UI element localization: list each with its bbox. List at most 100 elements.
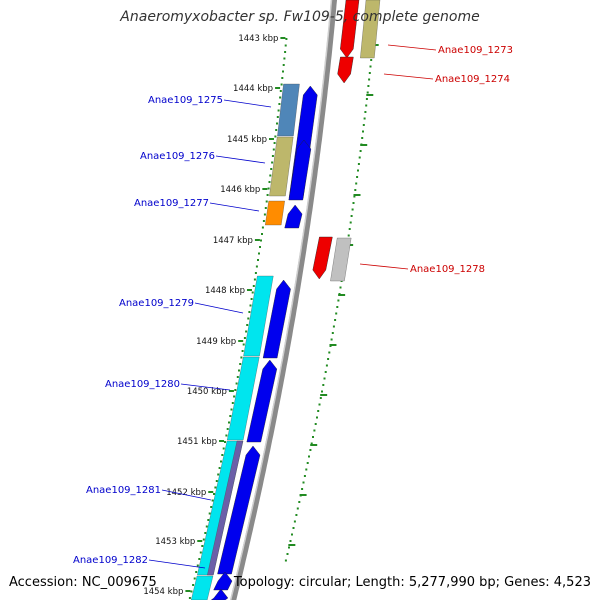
inner-tick-dot bbox=[211, 499, 214, 502]
outer-tick-dot bbox=[334, 319, 337, 321]
inner-tick-dot bbox=[226, 428, 229, 430]
outer-tick-dot bbox=[347, 234, 350, 237]
outer-tick-dot bbox=[368, 72, 371, 74]
kbp-tick-label: 1451 kbp bbox=[177, 437, 217, 447]
inner-tick-dot bbox=[284, 51, 287, 53]
inner-tick-dot bbox=[243, 337, 246, 339]
kbp-tick-label: 1450 kbp bbox=[187, 387, 227, 397]
backbone-line bbox=[230, 0, 338, 600]
inner-tick-dot bbox=[278, 103, 281, 105]
inner-tick-dot bbox=[198, 558, 201, 560]
outer-tick-dot bbox=[295, 514, 298, 516]
outer-tick-dot bbox=[286, 553, 289, 555]
kbp-tick-label: 1444 kbp bbox=[233, 84, 273, 94]
outer-tick-dot bbox=[301, 488, 304, 490]
inner-tick-dot bbox=[246, 324, 249, 326]
outer-tick-dot bbox=[302, 481, 305, 484]
kbp-tick-label: 1447 kbp bbox=[213, 236, 253, 246]
inner-tick-dot bbox=[214, 486, 217, 489]
inner-tick-dot bbox=[230, 408, 233, 411]
inner-tick-dot bbox=[245, 330, 248, 333]
backbone-highlight bbox=[229, 0, 333, 600]
inner-tick-dot bbox=[258, 252, 260, 255]
outer-tick-dot bbox=[284, 559, 287, 562]
inner-tick-dot bbox=[208, 512, 211, 515]
inner-tick-dot bbox=[247, 317, 250, 320]
outer-tick-dot bbox=[351, 208, 354, 211]
outer-tick-dot bbox=[303, 475, 306, 477]
gene-leader-line bbox=[180, 383, 231, 391]
inner-tick-dot bbox=[213, 493, 215, 495]
outer-tick-dot bbox=[332, 325, 335, 328]
gene-leader-line bbox=[359, 263, 409, 270]
gene-arrow-reverse bbox=[284, 204, 303, 229]
outer-tick-dot bbox=[312, 436, 314, 438]
inner-tick-dot bbox=[236, 376, 239, 378]
outer-tick-dot bbox=[306, 462, 309, 464]
outer-tick-dot bbox=[293, 520, 296, 523]
gene-leader-line bbox=[209, 202, 260, 212]
gene-arrow-forward bbox=[312, 236, 333, 280]
inner-tick-dot bbox=[253, 278, 256, 281]
inner-tick-dot bbox=[269, 174, 272, 177]
outer-tick-dot bbox=[305, 468, 308, 471]
inner-tick-dot bbox=[234, 389, 237, 391]
inner-tick-dot bbox=[268, 181, 271, 183]
outer-tick-dot bbox=[357, 163, 360, 165]
inner-tick-dot bbox=[282, 70, 284, 73]
cog-bar bbox=[269, 136, 294, 197]
gene-leader-line bbox=[223, 99, 272, 108]
inner-tick-dot bbox=[195, 571, 198, 573]
inner-tick-dot bbox=[263, 213, 266, 216]
inner-tick-dot bbox=[279, 90, 282, 92]
outer-tick-dot bbox=[352, 202, 355, 204]
outer-tick-dot bbox=[321, 390, 323, 393]
tick-dots bbox=[188, 20, 379, 599]
cog-bar bbox=[207, 440, 244, 576]
inner-tick-dot bbox=[280, 83, 283, 86]
inner-tick-dot bbox=[238, 369, 240, 372]
outer-tick-dot bbox=[292, 527, 295, 529]
outer-tick-dot bbox=[313, 429, 316, 432]
outer-tick-dot bbox=[358, 156, 361, 159]
outer-tick-dot bbox=[349, 221, 352, 224]
inner-tick-dot bbox=[215, 480, 218, 482]
inner-tick-dot bbox=[192, 584, 195, 586]
gene-leader-line bbox=[383, 73, 434, 80]
inner-tick-dot bbox=[225, 434, 228, 437]
gene-arrow-reverse bbox=[262, 279, 291, 359]
kbp-tick-label: 1454 kbp bbox=[143, 587, 183, 597]
inner-tick-dot bbox=[276, 116, 279, 118]
gene-arrow-forward bbox=[340, 0, 360, 59]
outer-tick-dot bbox=[359, 150, 362, 152]
outer-tick-dot bbox=[318, 403, 321, 406]
inner-tick-dot bbox=[264, 207, 267, 209]
inner-tick-dot bbox=[193, 577, 196, 580]
genome-summary: Topology: circular; Length: 5,277,990 bp… bbox=[233, 575, 591, 590]
outer-tick-dot bbox=[336, 306, 339, 308]
inner-tick-dot bbox=[271, 155, 274, 157]
inner-tick-dot bbox=[257, 259, 259, 261]
outer-tick-dot bbox=[310, 442, 313, 445]
kbp-tick-label: 1445 kbp bbox=[227, 135, 267, 145]
outer-tick-dot bbox=[367, 85, 370, 87]
kbp-tick-label: 1452 kbp bbox=[166, 488, 206, 498]
inner-tick-dot bbox=[207, 519, 210, 521]
outer-tick-dot bbox=[348, 228, 351, 230]
gene-label-left: Anae109_1275 bbox=[148, 95, 223, 106]
inner-tick-dot bbox=[251, 291, 254, 294]
inner-tick-dot bbox=[275, 129, 278, 131]
outer-tick-dot bbox=[324, 371, 327, 373]
outer-tick-dot bbox=[362, 130, 364, 133]
gene-label-left: Anae109_1276 bbox=[140, 151, 215, 162]
gene-arrow-reverse bbox=[213, 571, 233, 591]
outer-tick-dot bbox=[319, 397, 322, 399]
gene-arrow-reverse bbox=[246, 359, 278, 443]
gene-leader-line bbox=[148, 559, 206, 569]
inner-tick-dot bbox=[259, 246, 261, 248]
inner-tick-dot bbox=[248, 311, 251, 313]
kbp-tick-label: 1443 kbp bbox=[238, 34, 278, 44]
gene-label-left: Anae109_1277 bbox=[134, 198, 209, 209]
inner-tick-dot bbox=[261, 226, 264, 229]
